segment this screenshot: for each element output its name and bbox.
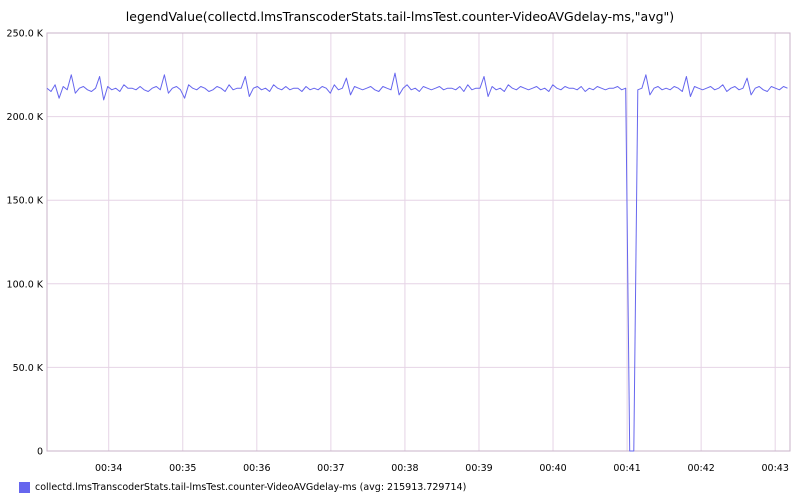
legend: collectd.lmsTranscoderStats.tail-lmsTest…: [19, 482, 466, 493]
y-tick-label: 250.0 K: [7, 29, 44, 40]
series-line: [46, 72, 788, 452]
x-tick-label: 00:34: [95, 463, 122, 474]
y-tick-label: 0: [37, 447, 43, 458]
chart-title: legendValue(collectd.lmsTranscoderStats.…: [125, 9, 675, 24]
x-tick-label: 00:39: [465, 463, 492, 474]
x-tick-label: 00:42: [687, 463, 714, 474]
x-tick-label: 00:40: [539, 463, 566, 474]
x-tick-label: 00:41: [613, 463, 640, 474]
y-tick-label: 100.0 K: [7, 279, 44, 290]
legend-swatch: [19, 482, 30, 493]
x-tick-label: 00:38: [391, 463, 418, 474]
y-tick-label: 50.0 K: [13, 363, 44, 374]
x-tick-label: 00:43: [761, 463, 788, 474]
legend-label: collectd.lmsTranscoderStats.tail-lmsTest…: [35, 482, 467, 493]
plot-frame: [46, 32, 791, 452]
y-tick-label: 200.0 K: [7, 112, 44, 123]
x-tick-label: 00:35: [169, 463, 196, 474]
x-tick-label: 00:37: [317, 463, 344, 474]
y-tick-label: 150.0 K: [7, 196, 44, 207]
x-tick-label: 00:36: [243, 463, 270, 474]
